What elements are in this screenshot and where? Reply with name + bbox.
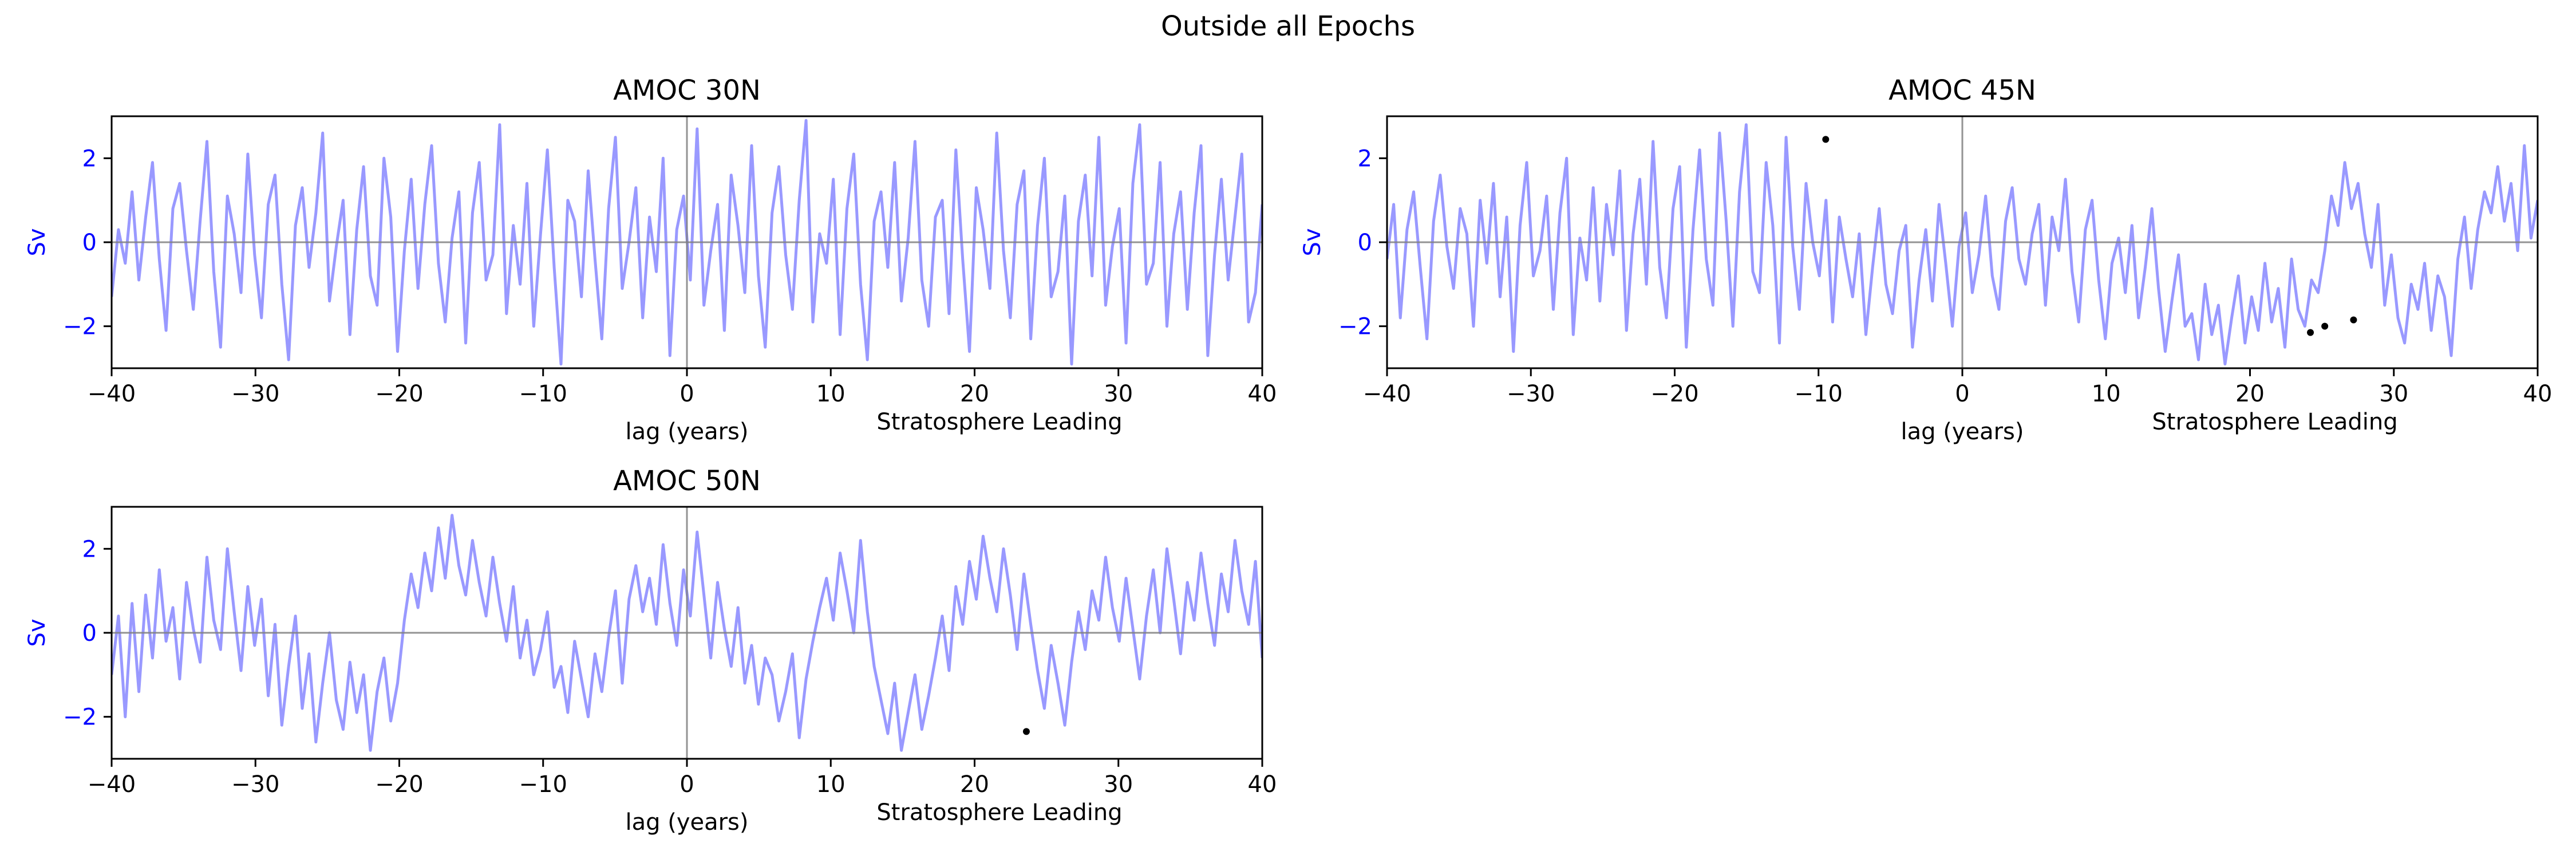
x-tick-label: 40 <box>1248 771 1277 798</box>
x-tick-label: 10 <box>816 771 846 798</box>
x-tick-label: 20 <box>960 771 989 798</box>
x-tick-label: −40 <box>88 771 136 798</box>
x-tick-label: −10 <box>519 381 567 407</box>
significance-marker <box>1822 136 1830 143</box>
significance-marker <box>2307 329 2314 336</box>
y-tick-label: 2 <box>1358 145 1372 172</box>
y-tick-label: 0 <box>82 230 97 256</box>
y-tick-label: 0 <box>1358 230 1372 256</box>
plot-area <box>1387 116 2538 368</box>
x-axis-label: lag (years) <box>625 809 748 836</box>
x-tick-label: −20 <box>375 381 423 407</box>
x-tick-label: −40 <box>1363 381 1411 407</box>
x-tick-label: −20 <box>375 771 423 798</box>
significance-marker <box>2321 322 2329 330</box>
x-tick-label: −10 <box>1795 381 1843 407</box>
x-tick-label: −30 <box>231 771 279 798</box>
plot-area <box>112 507 1262 759</box>
y-tick-label: −2 <box>1338 314 1372 340</box>
y-tick-label: −2 <box>63 704 97 731</box>
x-tick-label: 20 <box>960 381 989 407</box>
significance-marker <box>1022 728 1030 735</box>
x-axis-label: lag (years) <box>625 419 748 445</box>
x-tick-label: 0 <box>679 381 694 407</box>
figure-suptitle: Outside all Epochs <box>1161 10 1415 42</box>
subplot-amoc-30n: AMOC 30N lag (years) Stratosphere Leadin… <box>24 74 1277 445</box>
x-tick-label: 30 <box>1104 381 1133 407</box>
x-tick-label: 10 <box>2092 381 2121 407</box>
x-tick-label: −30 <box>231 381 279 407</box>
x-tick-label: −40 <box>88 381 136 407</box>
subplot-amoc-50n: AMOC 50N lag (years) Stratosphere Leadin… <box>24 465 1277 836</box>
subplot-title: AMOC 50N <box>613 465 761 497</box>
x-axis-secondary-label: Stratosphere Leading <box>876 799 1122 826</box>
x-tick-label: 20 <box>2235 381 2265 407</box>
y-tick-label: 0 <box>82 620 97 647</box>
x-tick-label: 30 <box>1104 771 1133 798</box>
x-tick-label: 30 <box>2379 381 2408 407</box>
x-axis-label: lag (years) <box>1901 419 2024 445</box>
x-tick-label: 40 <box>2523 381 2553 407</box>
x-axis-secondary-label: Stratosphere Leading <box>876 409 1122 435</box>
x-axis-secondary-label: Stratosphere Leading <box>2152 409 2397 435</box>
y-tick-label: 2 <box>82 536 97 562</box>
subplot-title: AMOC 45N <box>1888 74 2036 107</box>
y-axis-label: Sv <box>24 228 50 256</box>
y-tick-label: −2 <box>63 314 97 340</box>
x-tick-label: −30 <box>1507 381 1555 407</box>
y-axis-label: Sv <box>24 618 50 647</box>
x-tick-label: 0 <box>679 771 694 798</box>
subplot-amoc-45n: AMOC 45N lag (years) Stratosphere Leadin… <box>1299 74 2552 445</box>
subplot-title: AMOC 30N <box>613 74 761 107</box>
x-tick-label: 40 <box>1248 381 1277 407</box>
plot-area <box>112 116 1262 368</box>
x-tick-label: 10 <box>816 381 846 407</box>
significance-marker <box>2350 316 2357 324</box>
x-tick-label: −20 <box>1650 381 1698 407</box>
x-tick-label: 0 <box>1955 381 1969 407</box>
y-axis-label: Sv <box>1299 228 1326 256</box>
x-tick-label: −10 <box>519 771 567 798</box>
y-tick-label: 2 <box>82 145 97 172</box>
